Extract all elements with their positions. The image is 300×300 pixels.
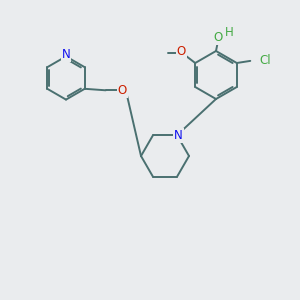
Text: Cl: Cl xyxy=(259,53,271,67)
Text: N: N xyxy=(61,48,70,62)
Text: N: N xyxy=(174,129,183,142)
Text: O: O xyxy=(213,31,222,44)
Text: O: O xyxy=(176,45,186,58)
Text: O: O xyxy=(118,84,127,97)
Text: H: H xyxy=(225,26,234,40)
